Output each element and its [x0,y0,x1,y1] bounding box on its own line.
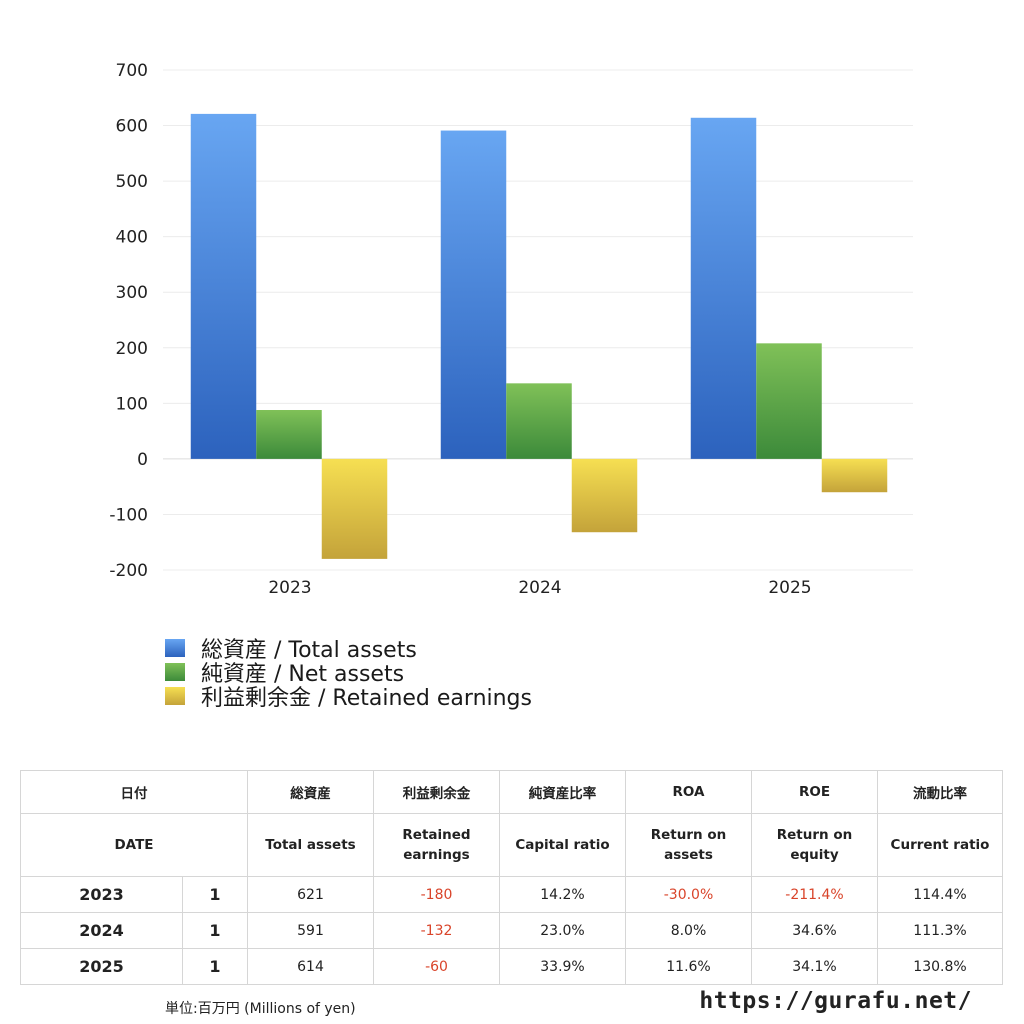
legend-label: 総資産 / Total assets [201,638,417,663]
header-date-ja: 日付 [20,770,248,814]
bar-total-assets-2023 [190,113,257,459]
bar-chart: -200 -100 0 100 200 300 400 500 600 700 2023 2024 20… [109,61,913,598]
row-months: 1 [182,912,248,949]
row-roe: 34.1% [751,948,878,985]
financial-table: 日付 総資産 利益剰余金 純資産比率 ROA ROE 流動比率 DATE Tot… [20,770,1003,985]
header-retained-ja: 利益剰余金 [373,770,500,814]
y-tick-label: -100 [109,505,148,525]
row-roa: -30.0% [625,876,752,913]
row-year: 2024 [20,912,183,949]
row-total-assets: 591 [247,912,374,949]
y-tick-label: 500 [116,172,148,192]
header-roe-en: Return on equity [751,813,878,877]
site-url: https://gurafu.net/ [699,988,972,1014]
table-header-ja: 日付 総資産 利益剰余金 純資産比率 ROA ROE 流動比率 [20,770,1003,814]
header-roe-ja: ROE [751,770,878,814]
row-retained: -180 [373,876,500,913]
table-header-en: DATE Total assets Retained earnings Capi… [20,813,1003,877]
row-months: 1 [182,948,248,985]
header-current-ratio-en: Current ratio [877,813,1003,877]
row-year: 2023 [20,876,183,913]
y-tick-label: 600 [116,117,148,137]
header-total-assets-ja: 総資産 [247,770,374,814]
legend-item-total-assets: 総資産 / Total assets [165,636,532,663]
legend-swatch-net-assets [165,663,185,681]
row-current-ratio: 130.8% [877,948,1003,985]
y-tick-label: 200 [116,339,148,359]
row-roa: 8.0% [625,912,752,949]
header-roa-en: Return on assets [625,813,752,877]
legend-swatch-retained-earnings [165,687,185,705]
row-total-assets: 621 [247,876,374,913]
header-roa-ja: ROA [625,770,752,814]
row-current-ratio: 111.3% [877,912,1003,949]
row-retained: -132 [373,912,500,949]
y-tick-label: 700 [116,61,148,81]
row-months: 1 [182,876,248,913]
bar-net-assets-2024 [506,383,572,459]
legend-item-net-assets: 純資産 / Net assets [165,660,532,687]
header-total-assets-en: Total assets [247,813,374,877]
legend-item-retained-earnings: 利益剰余金 / Retained earnings [165,684,532,711]
header-capital-ratio-ja: 純資産比率 [499,770,626,814]
y-tick-label: -200 [109,561,148,581]
header-date-en: DATE [20,813,248,877]
y-tick-label: 100 [116,394,148,414]
bar-retained-earnings-2023 [321,458,388,559]
legend-label: 純資産 / Net assets [201,662,405,687]
row-current-ratio: 114.4% [877,876,1003,913]
row-capital-ratio: 33.9% [499,948,626,985]
header-capital-ratio-en: Capital ratio [499,813,626,877]
bar-retained-earnings-2024 [571,458,638,533]
table-row: 2023 1 621 -180 14.2% -30.0% -211.4% 114… [20,876,1003,913]
table-row: 2024 1 591 -132 23.0% 8.0% 34.6% 111.3% [20,912,1003,949]
bar-total-assets-2024 [440,130,507,459]
header-current-ratio-ja: 流動比率 [877,770,1003,814]
row-roa: 11.6% [625,948,752,985]
header-retained-en: Retained earnings [373,813,500,877]
x-tick-label: 2025 [768,578,811,598]
bar-retained-earnings-2025 [821,458,888,493]
x-tick-label: 2023 [268,578,311,598]
legend-swatch-total-assets [165,639,185,657]
row-roe: 34.6% [751,912,878,949]
y-tick-label: 400 [116,228,148,248]
y-tick-label: 300 [116,283,148,303]
chart-legend: 総資産 / Total assets 純資産 / Net assets 利益剰余… [165,636,532,711]
bar-total-assets-2025 [690,117,757,459]
row-capital-ratio: 14.2% [499,876,626,913]
y-tick-label: 0 [137,450,148,470]
bar-net-assets-2023 [256,410,322,459]
unit-note: 単位:百万円 (Millions of yen) [165,1001,356,1017]
row-capital-ratio: 23.0% [499,912,626,949]
bar-net-assets-2025 [756,343,822,459]
row-roe: -211.4% [751,876,878,913]
row-year: 2025 [20,948,183,985]
row-retained: -60 [373,948,500,985]
x-tick-label: 2024 [518,578,561,598]
table-row: 2025 1 614 -60 33.9% 11.6% 34.1% 130.8% [20,948,1003,985]
legend-label: 利益剰余金 / Retained earnings [201,686,532,711]
row-total-assets: 614 [247,948,374,985]
